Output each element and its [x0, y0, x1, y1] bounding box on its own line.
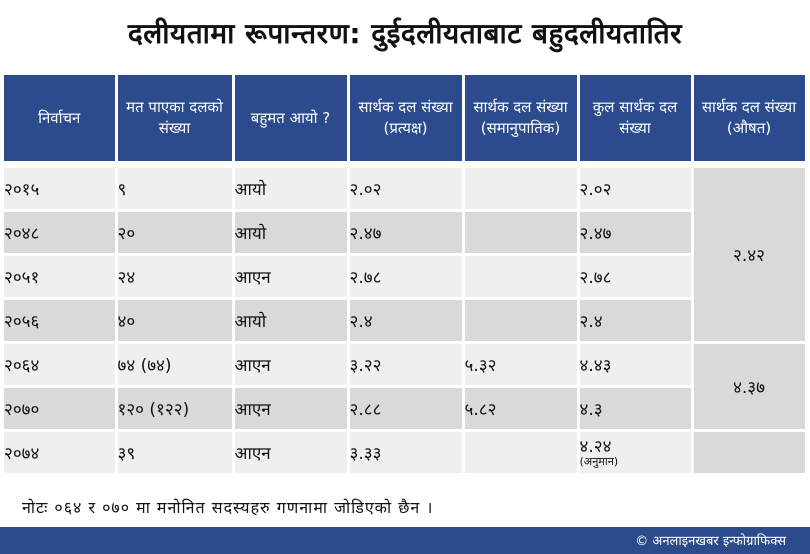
cell-party-count: ३९ — [116, 430, 235, 476]
page-title: दलीयतामा रूपान्तरण: दुईदलीयताबाट बहुदलीय… — [127, 17, 683, 50]
cell-enp-direct: २.८८ — [348, 386, 465, 432]
estimate-note: (अनुमान) — [579, 454, 619, 468]
cell-enp-direct: ३.२२ — [348, 342, 465, 388]
cell-enp-total-value: ४.२४ — [579, 436, 612, 457]
cell-majority: आएन — [233, 342, 350, 388]
cell-year: २०१५ — [4, 164, 118, 212]
cell-majority: आएन — [233, 430, 350, 476]
cell-year: २०५६ — [4, 298, 118, 344]
cell-enp-proportional — [463, 164, 580, 212]
cell-enp-direct: ३.३३ — [348, 430, 465, 476]
table-row: २०५१ २४ आएन २.७८ २.७८ — [4, 254, 806, 300]
cell-enp-total: २.४७ — [578, 210, 694, 256]
cell-enp-direct: २.४ — [348, 298, 465, 344]
cell-party-count: ४० — [116, 298, 235, 344]
cell-enp-average-2: ४.३७ — [692, 342, 808, 432]
cell-enp-average-empty — [692, 430, 808, 476]
cell-majority: आएन — [233, 386, 350, 432]
table-row: २०७० १२० (१२२) आएन २.८८ ५.८२ ४.३ — [4, 386, 806, 432]
cell-enp-total: २.४ — [578, 298, 694, 344]
cell-enp-proportional — [463, 298, 580, 344]
cell-enp-total: ४.२४ (अनुमान) — [578, 430, 694, 476]
table-row: २०५६ ४० आयो २.४ २.४ — [4, 298, 806, 344]
header-enp-proportional: सार्थक दल संख्या (समानुपातिक) — [463, 75, 580, 168]
cell-enp-total: २.७८ — [578, 254, 694, 300]
cell-party-count: २० — [116, 210, 235, 256]
footer-bar: © अनलाइनखबर इन्फोग्राफिक्स — [0, 527, 810, 554]
header-enp-total: कुल सार्थक दल संख्या — [578, 75, 694, 168]
cell-party-count: ७४ (७४) — [116, 342, 235, 388]
cell-enp-proportional — [463, 210, 580, 256]
cell-enp-direct: २.४७ — [348, 210, 465, 256]
cell-enp-total: २.०२ — [578, 164, 694, 212]
cell-enp-proportional — [463, 254, 580, 300]
cell-majority: आयो — [233, 164, 350, 212]
cell-year: २०६४ — [4, 342, 118, 388]
cell-majority: आएन — [233, 254, 350, 300]
cell-party-count: २४ — [116, 254, 235, 300]
header-election: निर्वाचन — [4, 75, 118, 168]
table-row: २०१५ ९ आयो २.०२ २.०२ २.४२ — [4, 164, 808, 344]
credit-text: © अनलाइनखबर इन्फोग्राफिक्स — [635, 534, 786, 549]
cell-year: २०५१ — [4, 254, 118, 300]
header-enp-direct: सार्थक दल संख्या (प्रत्यक्ष) — [348, 75, 465, 168]
table-row: २०६४ ७४ (७४) आएन ३.२२ ५.३२ ४.४३ ४.३७ — [4, 342, 808, 432]
cell-year: २०७४ — [4, 430, 118, 476]
cell-enp-total: ४.३ — [578, 386, 694, 432]
cell-enp-direct: २.०२ — [348, 164, 465, 212]
cell-enp-proportional — [463, 430, 580, 476]
cell-enp-proportional: ५.८२ — [463, 386, 580, 432]
cell-party-count: १२० (१२२) — [116, 386, 235, 432]
cell-enp-total: ४.४३ — [578, 342, 694, 388]
cell-year: २०७० — [4, 386, 118, 432]
data-table: निर्वाचन मत पाएका दलको संख्या बहुमत आयो … — [4, 75, 808, 476]
cell-party-count: ९ — [116, 164, 235, 212]
header-party-count: मत पाएका दलको संख्या — [116, 75, 235, 168]
cell-year: २०४८ — [4, 210, 118, 256]
cell-majority: आयो — [233, 298, 350, 344]
table-row: २०७४ ३९ आएन ३.३३ ४.२४ (अनुमान) — [4, 430, 808, 476]
cell-enp-direct: २.७८ — [348, 254, 465, 300]
header-enp-average: सार्थक दल संख्या (औषत) — [692, 75, 808, 168]
cell-enp-proportional: ५.३२ — [463, 342, 580, 388]
footnote: नोटः ०६४ र ०७० मा मनोनित सदस्यहरु गणनामा… — [22, 498, 434, 517]
header-majority: बहुमत आयो ? — [233, 75, 350, 168]
table-row: २०४८ २० आयो २.४७ २.४७ — [4, 210, 806, 256]
table-header-row: निर्वाचन मत पाएका दलको संख्या बहुमत आयो … — [4, 75, 808, 168]
cell-majority: आयो — [233, 210, 350, 256]
cell-enp-average-1: २.४२ — [692, 164, 808, 344]
